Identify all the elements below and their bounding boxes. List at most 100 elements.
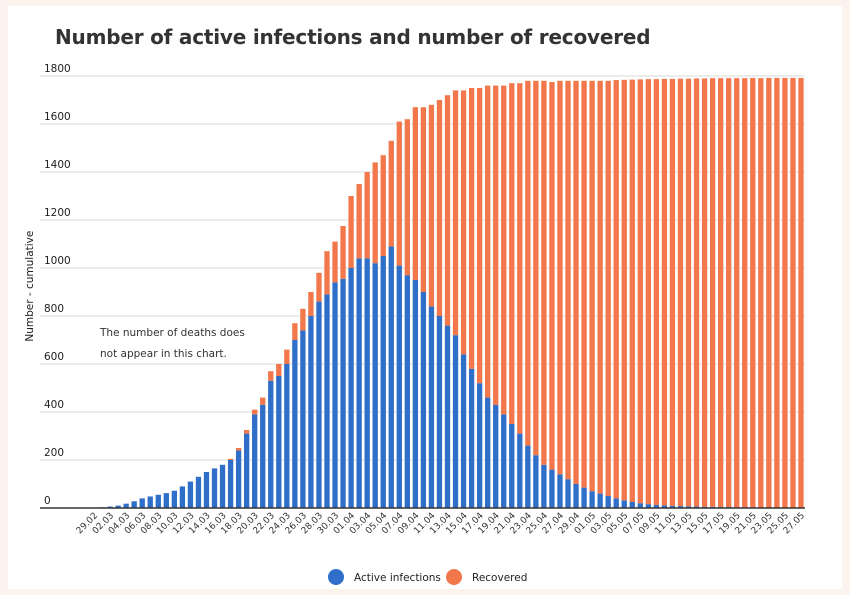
bar-active-infections: [412, 280, 419, 508]
bar-recovered: [605, 80, 611, 497]
bar-recovered: [533, 80, 539, 456]
bar-recovered: [677, 78, 684, 507]
bar-active-infections: [557, 474, 563, 508]
bar-active-infections: [348, 268, 354, 508]
bar-active-infections: [436, 316, 443, 508]
bar-active-infections: [292, 340, 298, 508]
bar-active-infections: [147, 496, 153, 508]
legend-swatch-recovered: [446, 569, 462, 585]
bar-active-infections: [517, 433, 523, 508]
annotation-line-2: not appear in this chart.: [100, 348, 227, 360]
bar-recovered: [340, 226, 346, 279]
bars: [91, 77, 804, 508]
bar-recovered: [653, 79, 660, 505]
bar-recovered: [701, 78, 708, 507]
bar-recovered: [412, 107, 419, 280]
bar-active-infections: [115, 505, 121, 508]
bar-active-infections: [380, 256, 386, 508]
bar-recovered: [493, 85, 499, 405]
bar-active-infections: [509, 424, 515, 508]
bar-active-infections: [316, 301, 322, 508]
bar-active-infections: [605, 496, 611, 508]
bar-recovered: [324, 251, 330, 295]
bar-recovered: [565, 80, 571, 480]
bar-active-infections: [613, 498, 619, 508]
bar-active-infections: [324, 294, 330, 508]
bar-active-infections: [235, 450, 242, 508]
bar-active-infections: [139, 498, 145, 508]
bar-recovered: [709, 78, 716, 507]
y-axis-title: Number - cumulative: [24, 231, 36, 342]
bar-recovered: [452, 90, 459, 336]
y-tick-label: 1200: [44, 207, 71, 219]
bar-recovered: [790, 77, 796, 508]
bar-recovered: [260, 397, 266, 405]
bar-recovered: [726, 78, 732, 508]
bar-recovered: [252, 409, 258, 415]
bar-recovered: [420, 107, 427, 292]
bar-recovered: [356, 184, 362, 259]
bar-recovered: [750, 77, 756, 508]
bar-active-infections: [332, 282, 338, 508]
bar-active-infections: [493, 404, 499, 508]
bar-recovered: [380, 155, 386, 256]
bar-recovered: [476, 88, 483, 384]
bar-recovered: [235, 448, 242, 451]
bar-active-infections: [356, 258, 362, 508]
bar-active-infections: [476, 383, 483, 508]
bar-recovered: [244, 430, 250, 434]
legend-label-active-infections: Active infections: [354, 572, 441, 584]
bar-recovered: [348, 196, 354, 268]
bar-recovered: [629, 79, 635, 502]
bar-active-infections: [629, 502, 635, 508]
bar-recovered: [774, 77, 780, 508]
bar-active-infections: [268, 380, 274, 508]
bar-active-infections: [276, 376, 282, 508]
bar-active-infections: [428, 306, 435, 508]
bar-active-infections: [581, 487, 587, 508]
annotation-line-1: The number of deaths does: [99, 327, 245, 339]
bar-recovered: [798, 77, 804, 508]
bar-active-infections: [171, 490, 178, 508]
bar-active-infections: [645, 504, 651, 508]
bar-recovered: [444, 95, 451, 326]
bar-recovered: [645, 79, 651, 505]
bar-recovered: [300, 308, 306, 331]
chart-title: Number of active infections and number o…: [55, 25, 651, 49]
bar-active-infections: [388, 246, 394, 508]
bar-active-infections: [284, 364, 290, 508]
bar-active-infections: [533, 455, 539, 508]
legend: Active infections Recovered: [328, 569, 527, 585]
bar-recovered: [292, 323, 298, 340]
bar-active-infections: [653, 504, 660, 508]
bar-recovered: [227, 458, 234, 460]
bar-recovered: [613, 80, 619, 499]
bar-active-infections: [485, 397, 491, 508]
bar-active-infections: [308, 316, 314, 508]
bar-recovered: [332, 241, 338, 283]
bar-active-infections: [203, 472, 210, 508]
bar-recovered: [316, 272, 322, 302]
bar-active-infections: [396, 265, 402, 508]
bar-recovered: [758, 78, 764, 508]
bar-active-infections: [244, 433, 250, 508]
bar-recovered: [661, 78, 668, 506]
bar-recovered: [742, 78, 748, 508]
bar-active-infections: [123, 503, 129, 508]
bar-recovered: [734, 78, 740, 508]
bar-recovered: [541, 80, 547, 465]
bar-recovered: [573, 80, 579, 485]
bar-recovered: [308, 292, 314, 316]
bar-active-infections: [573, 484, 579, 508]
bar-recovered: [685, 78, 692, 507]
bar-recovered: [597, 80, 603, 494]
bar-recovered: [782, 77, 788, 508]
bar-active-infections: [685, 506, 692, 508]
y-tick-label: 800: [44, 303, 64, 315]
bar-active-infections: [211, 468, 218, 508]
bar-recovered: [436, 100, 443, 316]
bar-active-infections: [452, 335, 459, 508]
legend-label-recovered: Recovered: [472, 572, 527, 584]
bar-active-infections: [195, 476, 202, 508]
